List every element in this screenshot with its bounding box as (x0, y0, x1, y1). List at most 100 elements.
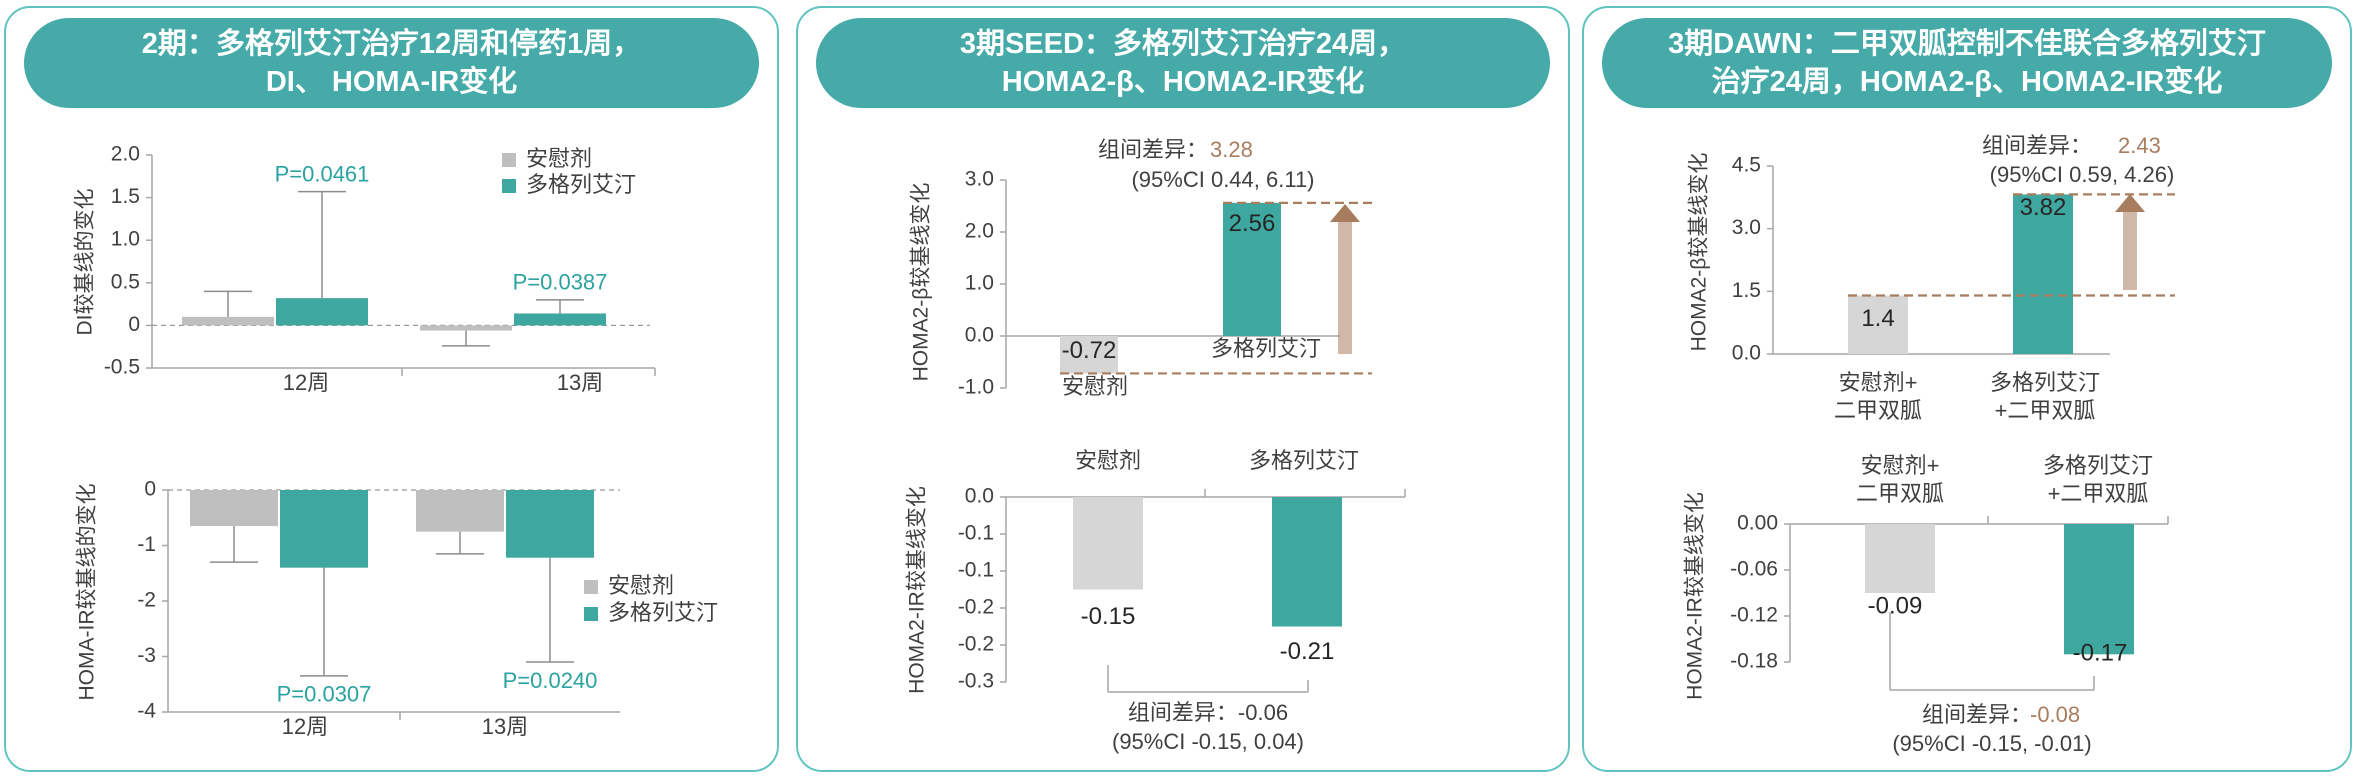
homa-legend-placebo-swatch (584, 580, 598, 594)
seed-beta-diff-label: 组间差异： (1098, 137, 1208, 162)
homa-x-label: 13周 (482, 714, 528, 739)
seed-beta-y-tick-label: 2.0 (965, 220, 994, 243)
seed-ir-y-tick-label: -0.2 (958, 596, 994, 619)
seed-ir-value-placebo: -0.15 (1081, 603, 1136, 630)
di-x-label: 13周 (557, 370, 603, 395)
seed-beta-ylabel: HOMA2-β较基线变化 (910, 183, 933, 382)
di-y-tick-label: -0.5 (104, 356, 140, 379)
homa-pvalue: P=0.0307 (277, 682, 372, 707)
di-y-tick-label: 1.0 (111, 228, 140, 251)
seed-beta-diff-arrow-shaft (1338, 218, 1352, 354)
homa-ylabel: HOMA-IR较基线的变化 (76, 484, 99, 701)
dawn-ir-value-drug: -0.17 (2073, 640, 2128, 667)
homa-x-label: 12周 (282, 714, 328, 739)
homa-y-tick-label: -4 (137, 700, 156, 723)
homa-bar-drug (506, 490, 594, 558)
dawn-ir-y-tick-label: -0.12 (1730, 604, 1778, 627)
homa-y-tick-label: -2 (137, 589, 156, 612)
dawn-beta-diff-value: 2.43 (2118, 133, 2161, 158)
seed-beta-y-tick-label: 3.0 (965, 168, 994, 191)
seed-ir-y-tick-label: -0.1 (958, 559, 994, 582)
homa-y-tick-label: 0 (144, 478, 156, 501)
seed-beta-diff-value: 3.28 (1210, 137, 1253, 162)
panel-phase2-title-line2: DI、 HOMA-IR变化 (265, 66, 518, 98)
dawn-beta-y-tick-label: 1.5 (1732, 279, 1761, 302)
di-bar-drug (276, 298, 368, 326)
di-legend-placebo-label: 安慰剂 (526, 146, 592, 171)
homa-bar-drug (280, 490, 368, 568)
panel-phase2: 2期：多格列艾汀治疗12周和停药1周， DI、 HOMA-IR变化 (4, 6, 779, 772)
seed-beta-ci: (95%CI 0.44, 6.11) (1131, 167, 1314, 192)
seed-ir-x-label: 多格列艾汀 (1249, 448, 1359, 473)
seed-ir-bar-placebo (1073, 497, 1143, 590)
panel-seed: 3期SEED：多格列艾汀治疗24周， HOMA2-β、HOMA2-IR变化 (796, 6, 1570, 772)
seed-beta-value-drug: 2.56 (1229, 210, 1276, 237)
panel-phase2-title-line1: 2期：多格列艾汀治疗12周和停药1周， (141, 28, 642, 60)
di-bar-placebo (420, 325, 512, 331)
seed-beta-bar-drug (1223, 202, 1281, 336)
dawn-ir-bar-drug (2064, 524, 2134, 655)
dawn-ir-y-tick-label: -0.06 (1730, 558, 1778, 581)
seed-ir-y-tick-label: -0.2 (958, 633, 994, 656)
dawn-ir-y-tick-label: -0.18 (1730, 650, 1778, 673)
dawn-ir-diff-label: 组间差异： (1922, 702, 2032, 727)
panel-dawn: 3期DAWN：二甲双胍控制不佳联合多格列艾汀 治疗24周，HOMA2-β、HOM… (1582, 6, 2352, 772)
seed-beta-value-placebo: -0.72 (1062, 337, 1117, 364)
di-y-tick-label: 0 (128, 313, 140, 336)
dawn-ir-x-label: 安慰剂+ (1861, 453, 1940, 478)
seed-ir-ci: (95%CI -0.15, 0.04) (1112, 729, 1304, 754)
dawn-ir-x-label: 多格列艾汀 (2043, 453, 2153, 478)
seed-ir-y-tick-label: 0.0 (965, 485, 994, 508)
dawn-beta-bar-drug (2013, 194, 2073, 354)
dawn-beta-x-label: 二甲双胍 (1834, 398, 1922, 423)
di-legend-drug-swatch (502, 179, 516, 193)
seed-beta-x-label: 安慰剂 (1062, 374, 1128, 399)
dawn-beta-ylabel: HOMA2-β较基线变化 (1688, 153, 1711, 352)
dawn-ir-y-tick-label: 0.00 (1737, 512, 1778, 535)
homa-legend-drug-swatch (584, 607, 598, 621)
di-legend-placebo-swatch (502, 153, 516, 167)
di-ylabel: DI较基线的变化 (74, 189, 97, 336)
dawn-beta-diff-label: 组间差异： (1982, 133, 2092, 158)
dawn-ir-ci: (95%CI -0.15, -0.01) (1892, 731, 2091, 756)
seed-ir-ylabel: HOMA2-IR较基线变化 (906, 486, 929, 694)
dawn-ir-bar-placebo (1865, 524, 1935, 593)
panel-phase2-title: 2期：多格列艾汀治疗12周和停药1周， DI、 HOMA-IR变化 (24, 18, 759, 108)
homa-pvalue: P=0.0240 (503, 668, 598, 693)
seed-ir-y-tick-label: -0.1 (958, 522, 994, 545)
di-y-tick-label: 0.5 (111, 270, 140, 293)
dawn-ir-value-placebo: -0.09 (1868, 592, 1923, 619)
homa-legend-placebo-label: 安慰剂 (608, 573, 674, 598)
dawn-beta-x-label: +二甲双胍 (1995, 398, 2096, 423)
dawn-ir-x-label: +二甲双胍 (2048, 481, 2149, 506)
homa-legend-drug-label: 多格列艾汀 (608, 600, 718, 625)
di-pvalue: P=0.0461 (275, 161, 370, 186)
dawn-beta-diff-arrow-head (2115, 194, 2145, 212)
seed-beta-y-tick-label: -1.0 (958, 376, 994, 399)
seed-ir-value-drug: -0.21 (1280, 638, 1335, 665)
di-legend-drug-label: 多格列艾汀 (526, 172, 636, 197)
dawn-ir-diff-value: -0.08 (2030, 702, 2080, 727)
panel-dawn-title-line2: 治疗24周，HOMA2-β、HOMA2-IR变化 (1711, 66, 2223, 98)
seed-beta-diff-arrow-head (1330, 204, 1360, 222)
di-pvalue: P=0.0387 (513, 270, 608, 295)
dawn-beta-ci: (95%CI 0.59, 4.26) (1990, 162, 2175, 187)
di-y-tick-label: 2.0 (111, 143, 140, 166)
dawn-beta-bar-placebo (1848, 295, 1908, 354)
di-y-tick-label: 1.5 (111, 185, 140, 208)
dawn-beta-value-drug: 3.82 (2020, 194, 2067, 221)
panel-seed-title-line1: 3期SEED：多格列艾汀治疗24周， (959, 28, 1407, 60)
dawn-beta-value-placebo: 1.4 (1861, 305, 1894, 332)
homa-bar-placebo (416, 490, 504, 532)
seed-beta-y-tick-label: 1.0 (965, 272, 994, 295)
dawn-beta-x-label: 安慰剂+ (1839, 370, 1918, 395)
dawn-beta-diff-arrow-shaft (2123, 208, 2137, 290)
seed-ir-y-tick-label: -0.3 (958, 670, 994, 693)
homa-y-tick-label: -1 (137, 533, 156, 556)
homa-y-tick-label: -3 (137, 644, 156, 667)
panel-seed-title-line2: HOMA2-β、HOMA2-IR变化 (1001, 66, 1365, 98)
di-bar-placebo (182, 316, 274, 326)
seed-ir-x-label: 安慰剂 (1075, 448, 1141, 473)
panel-dawn-title: 3期DAWN：二甲双胍控制不佳联合多格列艾汀 治疗24周，HOMA2-β、HOM… (1602, 18, 2332, 108)
